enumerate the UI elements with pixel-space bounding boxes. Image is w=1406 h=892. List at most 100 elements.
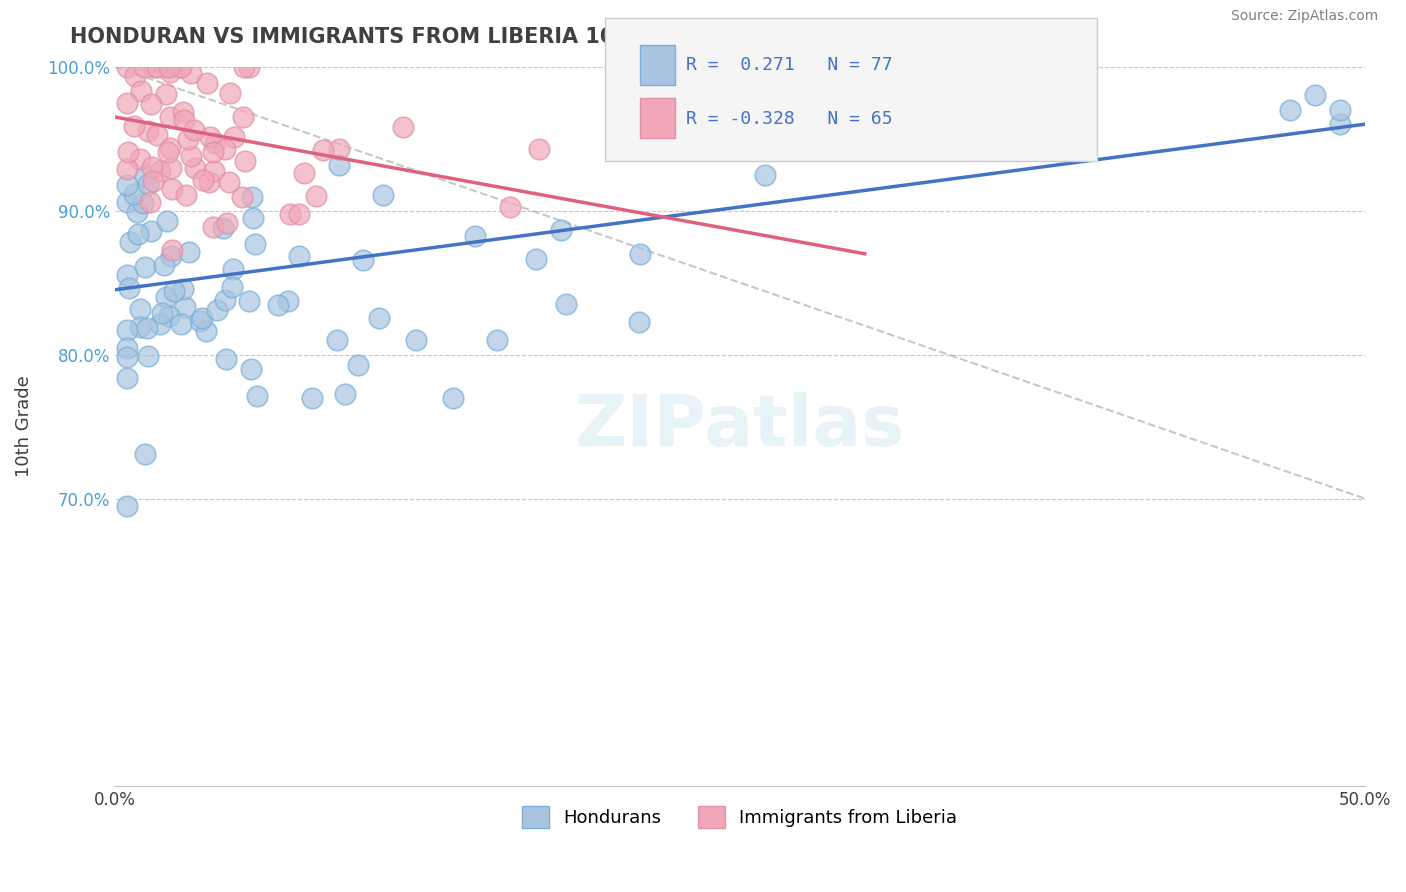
Point	[201, 145, 224, 159]
Point	[1278, 103, 1301, 117]
Point	[117, 268, 139, 283]
Point	[159, 141, 181, 155]
Text: R = -0.328   N = 65: R = -0.328 N = 65	[686, 110, 893, 128]
Point	[117, 96, 139, 111]
Point	[134, 260, 156, 275]
Point	[160, 243, 183, 257]
Point	[292, 166, 315, 180]
Point	[301, 391, 323, 405]
Text: HONDURAN VS IMMIGRANTS FROM LIBERIA 10TH GRADE CORRELATION CHART: HONDURAN VS IMMIGRANTS FROM LIBERIA 10TH…	[70, 27, 991, 46]
Y-axis label: 10th Grade: 10th Grade	[15, 376, 32, 477]
Point	[198, 129, 221, 144]
Point	[150, 306, 173, 320]
Point	[328, 158, 350, 172]
Point	[146, 128, 169, 143]
Point	[233, 153, 256, 168]
Point	[278, 207, 301, 221]
Point	[352, 252, 374, 267]
Point	[157, 60, 180, 74]
Point	[157, 60, 180, 74]
Point	[157, 310, 180, 324]
Point	[219, 86, 242, 100]
Point	[172, 282, 194, 296]
Point	[195, 324, 218, 338]
Point	[392, 120, 415, 135]
Point	[153, 60, 176, 74]
Point	[129, 320, 152, 334]
Point	[159, 64, 181, 78]
Point	[288, 207, 311, 221]
Point	[347, 358, 370, 372]
Point	[129, 301, 152, 316]
Point	[441, 391, 464, 405]
Point	[117, 145, 139, 159]
Point	[153, 259, 176, 273]
Point	[136, 178, 159, 192]
Point	[754, 168, 776, 182]
Point	[157, 145, 180, 159]
Point	[163, 284, 186, 298]
Point	[325, 333, 347, 347]
Point	[527, 142, 550, 156]
Point	[312, 144, 335, 158]
Point	[127, 227, 149, 241]
Point	[335, 386, 357, 401]
Point	[201, 220, 224, 235]
Point	[117, 195, 139, 210]
Legend: Hondurans, Immigrants from Liberia: Hondurans, Immigrants from Liberia	[515, 798, 965, 835]
Point	[172, 104, 194, 119]
Point	[214, 142, 236, 156]
Point	[231, 189, 253, 203]
Point	[238, 60, 260, 74]
Point	[368, 310, 391, 325]
Point	[129, 152, 152, 166]
Point	[117, 341, 139, 355]
Point	[139, 97, 162, 112]
Point	[191, 173, 214, 187]
Point	[117, 322, 139, 336]
Point	[1329, 117, 1351, 131]
Point	[212, 220, 235, 235]
Point	[120, 235, 142, 250]
Point	[188, 313, 211, 327]
Point	[142, 174, 165, 188]
Point	[215, 216, 238, 230]
Point	[524, 252, 547, 266]
Point	[117, 178, 139, 192]
Point	[127, 205, 149, 219]
Point	[134, 447, 156, 461]
Point	[550, 223, 572, 237]
Point	[288, 249, 311, 263]
Point	[1303, 88, 1326, 103]
Point	[138, 124, 160, 138]
Point	[627, 315, 650, 329]
Point	[232, 110, 254, 124]
Point	[464, 228, 486, 243]
Point	[277, 293, 299, 308]
Point	[118, 280, 141, 294]
Point	[204, 136, 226, 150]
Point	[204, 163, 226, 178]
Point	[160, 161, 183, 175]
Text: R =  0.271   N = 77: R = 0.271 N = 77	[686, 56, 893, 74]
Point	[405, 333, 427, 347]
Point	[1329, 103, 1351, 117]
Point	[207, 303, 229, 318]
Point	[124, 69, 146, 83]
Point	[117, 162, 139, 177]
Point	[129, 84, 152, 98]
Point	[246, 389, 269, 403]
Point	[173, 113, 195, 128]
Point	[117, 60, 139, 74]
Point	[499, 200, 522, 214]
Point	[486, 333, 509, 347]
Point	[183, 123, 205, 137]
Point	[238, 294, 260, 309]
Point	[159, 110, 181, 124]
Point	[184, 161, 207, 175]
Point	[155, 213, 177, 227]
Point	[195, 76, 218, 90]
Point	[174, 300, 197, 314]
Point	[117, 499, 139, 513]
Point	[159, 249, 181, 263]
